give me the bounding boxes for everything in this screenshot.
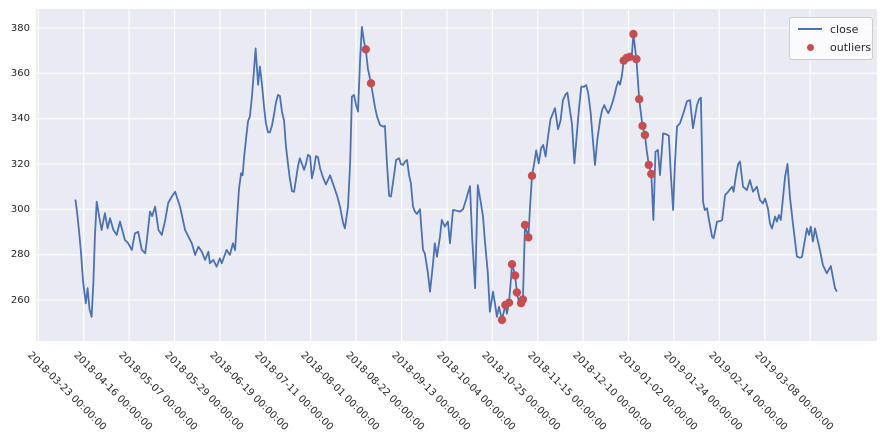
outlier-dot [638, 121, 647, 131]
y-tick-label: 280 [10, 249, 30, 261]
outlier-dot [644, 160, 653, 170]
outlier-dot [647, 169, 656, 179]
outlier-dot [640, 130, 650, 140]
close-line [74, 25, 838, 321]
legend: close outliers [789, 17, 873, 60]
legend-item-outliers: outliers [796, 40, 871, 54]
outlier-dot [361, 45, 370, 54]
plot-area [36, 9, 877, 341]
y-tick-label: 340 [10, 113, 30, 125]
legend-label: outliers [830, 40, 872, 54]
y-tick-label: 300 [10, 203, 30, 215]
y-tick-label: 320 [10, 158, 30, 170]
outlier-dot [504, 298, 514, 307]
outlier-dot [632, 54, 641, 64]
y-tick-label: 380 [10, 22, 30, 34]
legend-item-close: close [796, 22, 866, 36]
line-swatch-icon [796, 28, 824, 30]
outlier-dot [527, 171, 537, 180]
outlier-dot [524, 233, 533, 242]
outlier-dot [512, 288, 522, 297]
outlier-dot [629, 29, 638, 39]
outlier-dot [507, 260, 517, 269]
dot-swatch-icon [796, 43, 824, 51]
y-tick-label: 260 [10, 294, 30, 306]
outlier-dot [520, 220, 530, 230]
outlier-dot [497, 315, 507, 325]
legend-label: close [830, 22, 859, 36]
outlier-dot [518, 295, 528, 304]
outlier-dot [510, 271, 520, 280]
outlier-dot [635, 95, 644, 104]
y-tick-label: 360 [10, 67, 30, 79]
outlier-dot [366, 79, 376, 88]
outlier-dot [625, 52, 634, 61]
